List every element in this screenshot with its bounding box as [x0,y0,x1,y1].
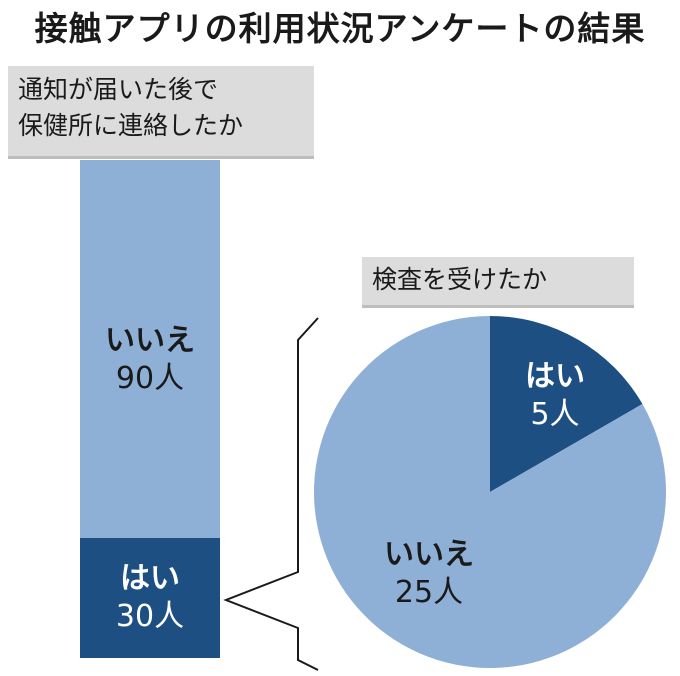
bracket-connector [223,317,319,671]
bar-segment-yes [80,538,220,658]
pie-slice-no [314,316,666,668]
bar-segment-no [80,160,220,538]
bar-label-no: いいえ 90人 [80,322,220,398]
bar-question-line-1: 通知が届いた後で [18,75,219,104]
pie-chart [314,316,666,668]
bar-question-line-2: 保健所に連絡したか [18,111,244,140]
pie-slice-yes [490,316,643,492]
pie-label-yes-category: はい [525,359,585,394]
bar-label-yes: はい 30人 [80,560,220,636]
pie-label-yes-value: 5人 [530,397,580,432]
chart-title: 接触アプリの利用状況アンケートの結果 [34,9,646,48]
pie-question-box: 検査を受けたか [362,257,634,308]
pie-label-no: いいえ 25人 [364,536,494,612]
bar-label-yes-value: 30人 [115,599,185,634]
bar-question-box: 通知が届いた後で 保健所に連絡したか [8,66,314,159]
pie-label-no-category: いいえ [384,537,474,572]
pie-label-yes: はい 5人 [500,358,610,434]
bar-label-no-category: いいえ [105,323,195,358]
pie-label-no-value: 25人 [394,575,464,610]
bar-label-yes-category: はい [120,561,180,596]
bar-label-no-value: 90人 [115,361,185,396]
pie-question: 検査を受けたか [372,265,548,294]
